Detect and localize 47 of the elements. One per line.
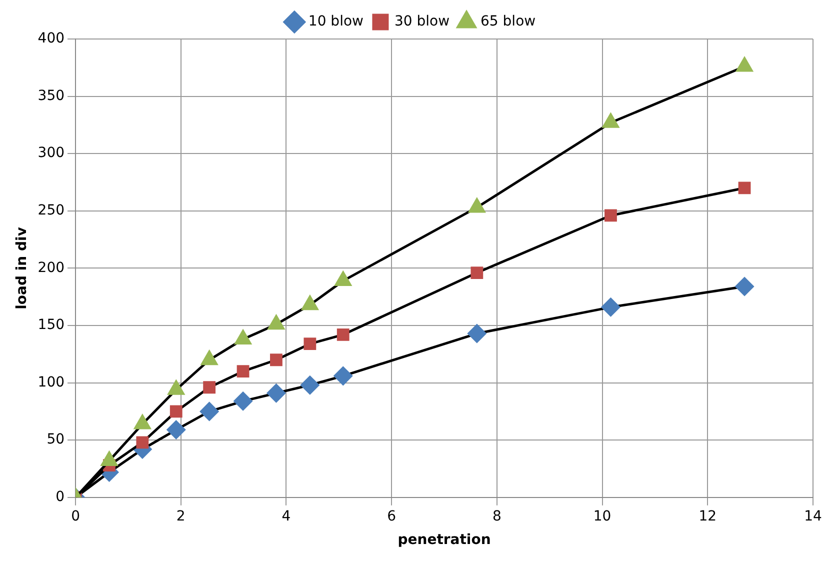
x-tick-label: 6 <box>387 508 396 524</box>
point <box>738 182 751 194</box>
point <box>336 328 350 341</box>
point <box>266 384 286 402</box>
point <box>735 277 754 296</box>
point <box>304 338 316 350</box>
point <box>604 209 617 222</box>
point <box>236 365 250 378</box>
point <box>736 57 753 72</box>
x-axis-title: penetration <box>398 532 491 548</box>
y-tick-label: 200 <box>38 260 65 276</box>
point <box>234 392 252 410</box>
point <box>170 405 182 418</box>
x-tick-label: 12 <box>698 508 717 524</box>
x-tick-label: 10 <box>593 508 612 524</box>
legend-label: 65 blow <box>480 14 536 30</box>
x-tick-label: 8 <box>492 508 502 524</box>
point <box>334 272 352 286</box>
point <box>470 266 484 279</box>
x-tick-label: 0 <box>71 508 80 524</box>
point <box>468 324 486 343</box>
x-tick-label: 2 <box>176 508 186 524</box>
point <box>166 420 186 440</box>
point <box>601 298 620 316</box>
y-tick-label: 0 <box>56 489 65 506</box>
point <box>300 376 320 394</box>
point <box>302 296 318 310</box>
point <box>136 436 149 449</box>
y-axis-title: load in div <box>14 227 30 310</box>
y-tick-label: 50 <box>46 432 65 448</box>
y-tick-label: 300 <box>38 145 65 162</box>
legend-label: 10 blow <box>308 14 364 30</box>
point <box>602 113 619 128</box>
y-tick-label: 100 <box>38 374 65 390</box>
point <box>203 381 216 394</box>
x-tick-label: 14 <box>804 508 822 524</box>
y-tick-label: 150 <box>38 317 65 334</box>
y-tick-label: 350 <box>38 88 65 104</box>
y-tick-label: 250 <box>38 202 65 219</box>
y-tick-label: 400 <box>38 30 65 47</box>
point <box>468 198 486 213</box>
point <box>200 402 219 421</box>
point <box>268 315 284 330</box>
legend-label: 30 blow <box>394 14 450 30</box>
point <box>334 366 352 386</box>
x-tick-label: 4 <box>282 508 291 524</box>
point <box>270 354 282 366</box>
